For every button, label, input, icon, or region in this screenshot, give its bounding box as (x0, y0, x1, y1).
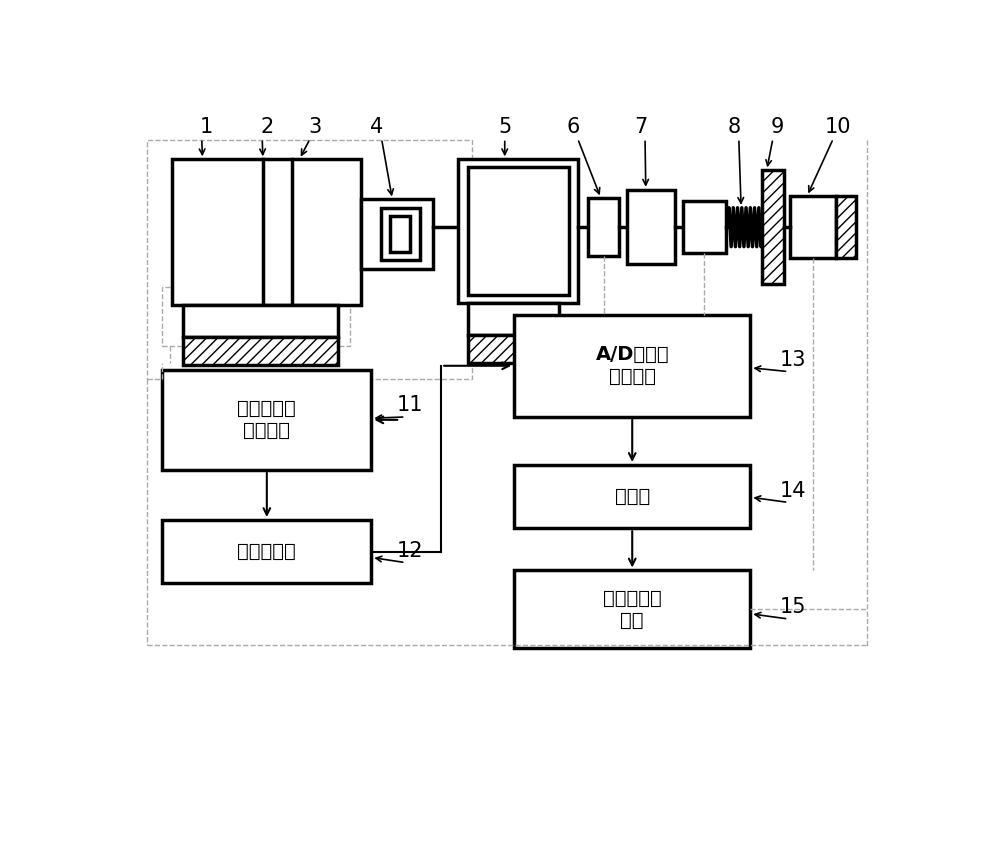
Text: A/D转换数
据采集卡: A/D转换数 据采集卡 (595, 346, 669, 386)
Bar (162, 288, 350, 346)
Text: 4: 4 (370, 117, 384, 137)
Text: 交流电机伺
服放大器: 交流电机伺 服放大器 (237, 399, 296, 441)
Text: 计算机: 计算机 (615, 487, 650, 506)
Bar (514, 570, 750, 648)
Bar (172, 159, 361, 305)
Text: 9: 9 (771, 117, 784, 137)
Text: 6: 6 (566, 117, 580, 137)
Bar (836, 196, 856, 257)
Bar (162, 370, 371, 470)
Text: 13: 13 (780, 350, 806, 370)
Bar (468, 303, 559, 336)
Bar (790, 196, 836, 257)
Bar (514, 465, 750, 528)
Bar (468, 336, 559, 363)
Text: 12: 12 (397, 541, 423, 561)
Bar (627, 189, 675, 264)
Bar (183, 337, 338, 365)
Bar (762, 170, 784, 283)
Bar (514, 315, 750, 417)
Bar (162, 520, 371, 584)
Bar (361, 199, 433, 269)
Text: 8: 8 (728, 117, 741, 137)
Bar (183, 305, 338, 337)
Bar (683, 201, 726, 253)
Bar (390, 216, 410, 252)
Text: 码盘计数解
算卡: 码盘计数解 算卡 (603, 589, 662, 630)
Text: 2: 2 (260, 117, 273, 137)
Text: 10: 10 (825, 117, 851, 137)
Text: 3: 3 (308, 117, 322, 137)
Text: 信号发生器: 信号发生器 (237, 542, 296, 561)
Text: 14: 14 (780, 481, 806, 500)
Text: 5: 5 (498, 117, 511, 137)
Bar (147, 140, 472, 379)
Bar (468, 167, 569, 295)
Text: 7: 7 (634, 117, 647, 137)
Bar (588, 198, 619, 257)
Text: 1: 1 (200, 117, 213, 137)
Bar (458, 159, 578, 303)
Text: 15: 15 (780, 597, 806, 617)
Text: 11: 11 (397, 395, 423, 415)
Bar (381, 209, 420, 260)
